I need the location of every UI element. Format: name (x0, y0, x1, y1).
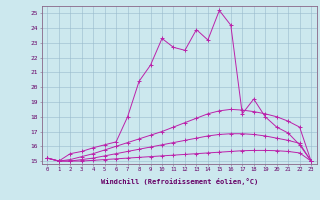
X-axis label: Windchill (Refroidissement éolien,°C): Windchill (Refroidissement éolien,°C) (100, 178, 258, 185)
